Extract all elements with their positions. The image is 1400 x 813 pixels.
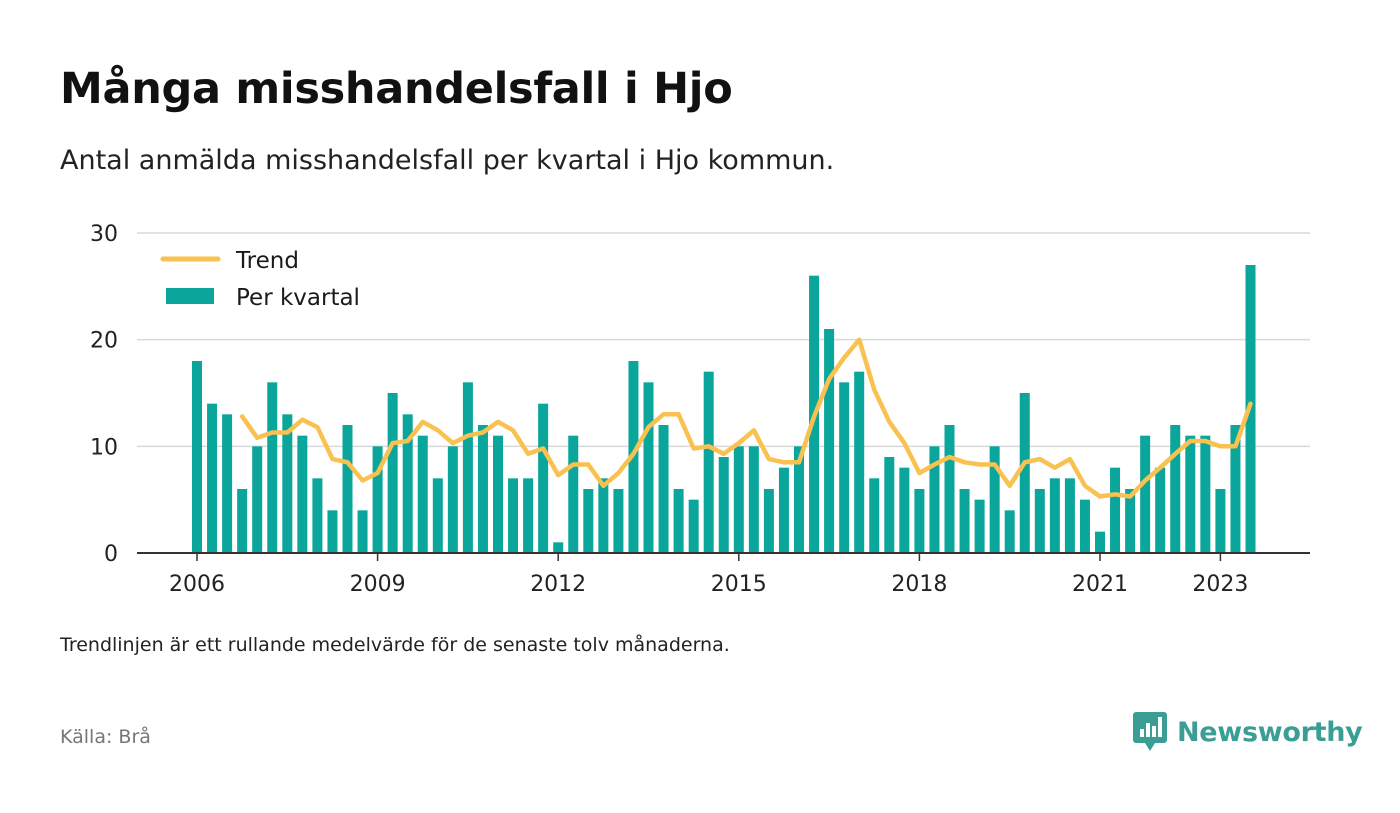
bar[interactable] <box>583 489 594 553</box>
bar[interactable] <box>794 446 804 553</box>
x-tick-label: 2012 <box>530 572 586 597</box>
bar[interactable] <box>372 446 383 553</box>
bar[interactable] <box>1019 393 1030 553</box>
newsworthy-chart-bubble-icon <box>1133 712 1167 751</box>
bar[interactable] <box>327 510 338 553</box>
bar[interactable] <box>387 393 398 553</box>
bar[interactable] <box>417 435 428 553</box>
y-tick-label: 30 <box>90 222 118 247</box>
bar[interactable] <box>402 414 413 553</box>
x-tick-label: 2018 <box>891 572 947 597</box>
bar[interactable] <box>252 446 263 553</box>
bar[interactable] <box>192 361 202 553</box>
legend-trend-label: Trend <box>235 248 299 274</box>
bar[interactable] <box>989 446 1000 553</box>
bar[interactable] <box>267 382 278 553</box>
bar[interactable] <box>824 329 835 553</box>
bar[interactable] <box>312 478 323 553</box>
bar[interactable] <box>237 489 248 553</box>
bar[interactable] <box>222 414 233 553</box>
bar[interactable] <box>538 403 549 553</box>
bar[interactable] <box>643 382 654 553</box>
bar[interactable] <box>884 457 895 553</box>
legend: Trend Per kvartal <box>160 248 360 311</box>
bar[interactable] <box>357 510 368 553</box>
bar[interactable] <box>959 489 970 553</box>
bar[interactable] <box>508 478 519 553</box>
y-tick-label: 10 <box>90 435 118 460</box>
bar[interactable] <box>462 382 473 553</box>
bar[interactable] <box>658 425 669 553</box>
bar[interactable] <box>1064 478 1075 553</box>
y-tick-labels: 0 10 20 30 <box>90 222 118 567</box>
bar[interactable] <box>974 499 985 553</box>
bar[interactable] <box>568 435 579 553</box>
bar[interactable] <box>733 446 744 553</box>
bar[interactable] <box>718 457 729 553</box>
bar[interactable] <box>688 499 699 553</box>
bar[interactable] <box>1215 489 1226 553</box>
bar[interactable] <box>1110 467 1121 553</box>
grid-lines <box>137 232 1310 448</box>
bar[interactable] <box>703 371 714 553</box>
footnote: Trendlinjen är ett rullande medelvärde f… <box>60 634 730 656</box>
x-tick-label: 2021 <box>1072 572 1128 597</box>
x-tick-label: 2009 <box>350 572 406 597</box>
bar[interactable] <box>914 489 925 553</box>
bar[interactable] <box>748 446 759 553</box>
x-tick-label: 2006 <box>169 572 225 597</box>
bar[interactable] <box>342 425 353 553</box>
brand-name: Newsworthy <box>1177 716 1363 748</box>
bar[interactable] <box>523 478 534 553</box>
legend-bar-label: Per kvartal <box>236 285 360 311</box>
bar[interactable] <box>1049 478 1060 553</box>
bar[interactable] <box>1170 425 1181 553</box>
bar[interactable] <box>1034 489 1045 553</box>
bar[interactable] <box>673 489 684 553</box>
newsworthy-brand[interactable]: Newsworthy <box>1133 712 1363 752</box>
chart-subtitle: Antal anmälda misshandelsfall per kvarta… <box>60 145 835 176</box>
bar[interactable] <box>1140 435 1151 553</box>
bar[interactable] <box>553 542 564 553</box>
bar[interactable] <box>763 489 774 553</box>
bar[interactable] <box>854 371 865 553</box>
bar[interactable] <box>944 425 955 553</box>
source-label: Källa: Brå <box>60 726 151 748</box>
x-tick-label: 2015 <box>711 572 767 597</box>
bar[interactable] <box>1004 510 1015 553</box>
y-tick-label: 20 <box>90 329 118 354</box>
bar[interactable] <box>1079 499 1090 553</box>
bar[interactable] <box>282 414 293 553</box>
bar[interactable] <box>1185 435 1196 553</box>
legend-bar-swatch <box>166 288 214 304</box>
bar[interactable] <box>493 435 503 553</box>
bar[interactable] <box>839 382 850 553</box>
chart-title: Många misshandelsfall i Hjo <box>60 64 733 114</box>
x-tick-labels: 2006 2009 2012 2015 2018 2021 2023 <box>169 572 1248 597</box>
y-tick-label: 0 <box>104 542 118 567</box>
bar[interactable] <box>477 425 488 553</box>
bar[interactable] <box>1200 435 1211 553</box>
bar[interactable] <box>207 403 218 553</box>
bar[interactable] <box>432 478 443 553</box>
bar[interactable] <box>1125 489 1136 553</box>
trend-line-group <box>239 337 1253 499</box>
bar[interactable] <box>297 435 308 553</box>
bar[interactable] <box>447 446 458 553</box>
bar[interactable] <box>1230 425 1241 553</box>
bar[interactable] <box>1155 467 1166 553</box>
x-tick-label: 2023 <box>1192 572 1248 597</box>
bar[interactable] <box>869 478 880 553</box>
bar[interactable] <box>899 467 910 553</box>
x-axis <box>137 552 1310 561</box>
bar[interactable] <box>1095 531 1105 553</box>
bar[interactable] <box>778 467 789 553</box>
bar[interactable] <box>613 489 624 553</box>
bar[interactable] <box>929 446 940 553</box>
bar[interactable] <box>598 478 609 553</box>
trend-line[interactable] <box>239 337 1253 499</box>
